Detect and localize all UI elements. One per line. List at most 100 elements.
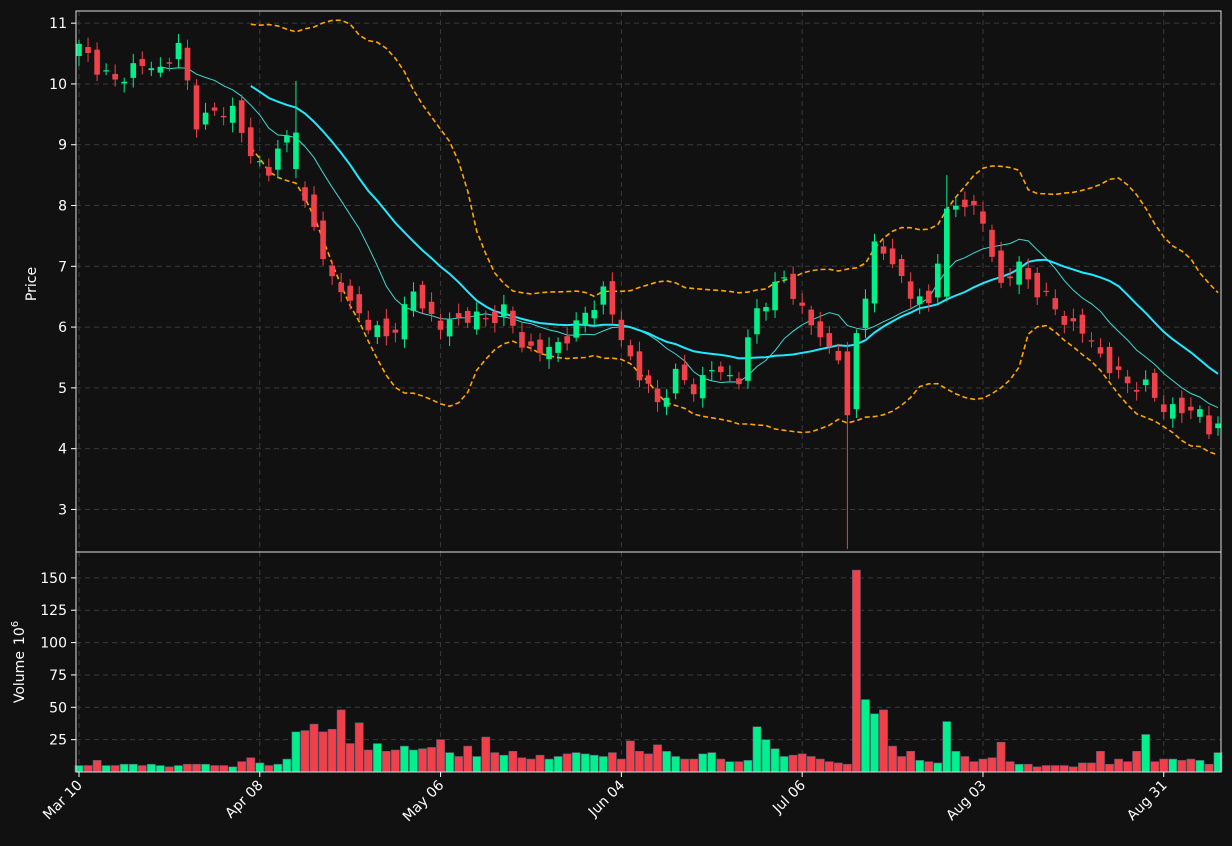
price-tick-label: 10	[49, 77, 67, 93]
candle-body	[302, 187, 308, 201]
candle-body	[410, 291, 417, 311]
volume-bar	[1150, 761, 1160, 773]
volume-bar	[752, 726, 762, 773]
volume-bar	[508, 750, 518, 773]
volume-bar	[698, 753, 708, 773]
volume-bar	[888, 745, 897, 773]
volume-bar	[327, 728, 337, 773]
candle-body	[519, 332, 525, 348]
candle-body	[591, 310, 598, 319]
candle-body	[392, 329, 399, 333]
candle-body	[401, 304, 408, 340]
candle-body	[718, 366, 724, 373]
volume-bar	[933, 762, 943, 773]
candle-body	[437, 320, 444, 330]
candle-body	[284, 135, 290, 143]
candle-body	[1007, 276, 1013, 279]
volume-bar	[906, 750, 916, 773]
candle-body	[121, 81, 128, 84]
volume-bar	[797, 753, 807, 773]
candle-body	[464, 310, 471, 323]
x-tick-label: May 06	[400, 777, 448, 825]
candle-body	[690, 384, 697, 395]
volume-bar	[1105, 763, 1114, 773]
candle-body	[790, 273, 796, 299]
volume-bar	[951, 750, 961, 773]
price-tick-label: 3	[58, 502, 67, 518]
volume-bar	[445, 752, 454, 773]
candle-body	[989, 229, 995, 257]
volume-bar	[137, 765, 147, 773]
volume-bar	[427, 747, 436, 773]
volume-bar	[1195, 760, 1205, 773]
candle-body	[980, 211, 986, 224]
candle-body	[148, 68, 155, 71]
volume-axis-exponent-base: 10	[12, 627, 28, 645]
volume-bar	[1168, 758, 1178, 773]
candle-body	[681, 364, 688, 381]
volume-bar	[852, 569, 861, 773]
volume-bar	[526, 758, 536, 773]
volume-bar	[788, 754, 798, 773]
volume-bar	[924, 761, 934, 773]
candle-body	[1179, 397, 1185, 414]
price-axis-label: Price	[24, 267, 40, 301]
volume-bar	[1177, 760, 1187, 773]
candle-body	[699, 375, 706, 399]
volume-bar	[779, 756, 789, 773]
candle-body	[1133, 389, 1140, 392]
candle-body	[275, 148, 281, 170]
volume-bar	[463, 745, 473, 773]
volume-bar	[1041, 765, 1051, 773]
volume-grid	[76, 552, 1221, 772]
volume-bar	[734, 761, 744, 773]
volume-bar	[978, 758, 988, 773]
candle-body	[1142, 379, 1149, 386]
candle-body	[455, 313, 462, 318]
volume-bar	[128, 763, 138, 773]
candle-body	[907, 281, 914, 299]
volume-bar	[607, 752, 617, 773]
candle-body	[1079, 314, 1086, 334]
candle-body	[736, 378, 742, 385]
candle-body	[329, 265, 335, 277]
candle-body	[1151, 372, 1158, 398]
candle-body	[356, 294, 363, 314]
lower-band-line	[250, 147, 1219, 456]
volume-bar	[1141, 734, 1151, 773]
moving-averages	[160, 66, 1219, 409]
volume-bar	[363, 749, 373, 773]
volume-bar	[391, 749, 400, 773]
volume-bar	[146, 763, 156, 773]
candle-body	[1034, 272, 1041, 298]
x-tick-label: Jul 06	[769, 777, 809, 817]
candle-body	[338, 282, 344, 293]
candle-body	[510, 310, 516, 326]
candle-body	[835, 350, 842, 361]
candle-body	[1215, 423, 1221, 429]
panel-frames	[75, 10, 1222, 773]
x-tick-label: Jun 04	[585, 777, 628, 820]
volume-tick-label: 25	[49, 733, 67, 749]
volume-bar	[843, 763, 852, 773]
volume-bar	[237, 761, 247, 773]
candle-body	[1106, 346, 1113, 374]
volume-bars	[74, 569, 1223, 773]
candle-body	[889, 248, 896, 265]
volume-bar	[942, 721, 952, 773]
volume-bar	[472, 756, 482, 773]
candle-body	[501, 304, 507, 317]
volume-bar	[219, 765, 229, 773]
volume-bar	[400, 745, 409, 773]
volume-bar	[381, 750, 391, 773]
candle-body	[898, 259, 905, 277]
candle-body	[862, 298, 869, 329]
candle-body	[492, 311, 498, 324]
volume-bar	[119, 763, 129, 773]
axis-labels: 3 4 5 6 7 8 9 10 11 25 50 75 100 125 150 Mar 10 Apr 08 Ma…	[40, 16, 1171, 825]
candle-body	[844, 351, 851, 416]
volume-bar	[824, 761, 834, 773]
volume-bar	[671, 756, 680, 773]
volume-bar	[770, 748, 780, 773]
volume-bar	[309, 723, 319, 773]
